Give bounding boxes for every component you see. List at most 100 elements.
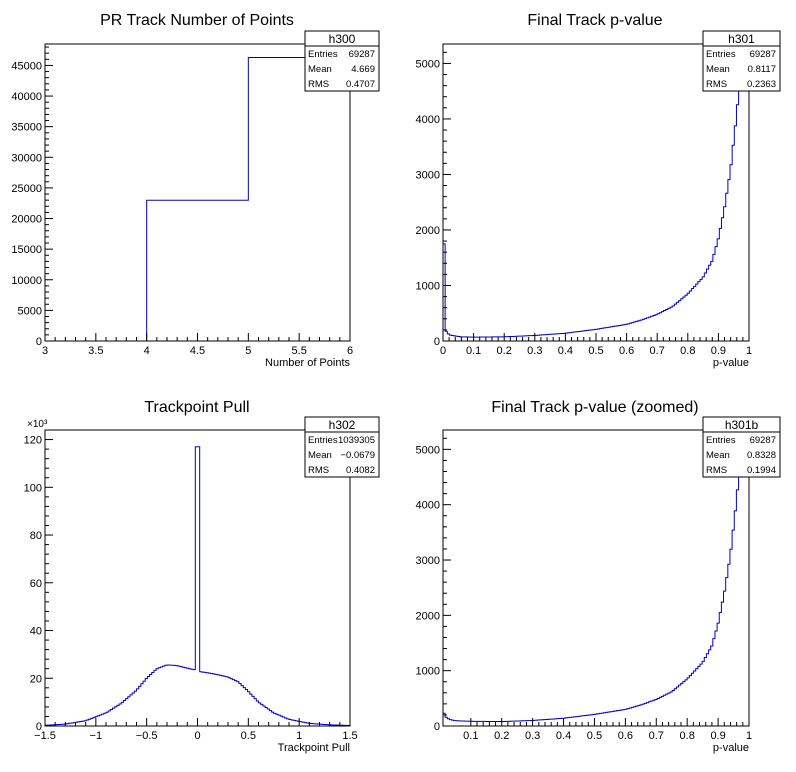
x-tick-label: 0.6 [618,730,633,742]
y-tick-label: 5000 [416,444,440,456]
x-tick-label: 3.5 [88,345,103,357]
x-tick-label: 0 [440,345,446,357]
y-tick-label: 20000 [11,214,42,226]
chart-title: Trackpoint Pull [144,399,249,416]
x-tick-label: 5.5 [292,345,307,357]
y-tick-label: 40 [30,626,42,638]
x-tick-label: 0.4 [556,730,571,742]
stats-label: RMS [308,465,329,476]
stats-label: Mean [706,64,730,75]
y-tick-label: 0 [36,721,42,733]
histogram-panel-1: PR Track Number of Points 3 3.5 4 4.5 5 5.5 6 0 5… [11,12,380,369]
stats-box: h302 Entries 1039305 Mean −0.0679 RMS 0.4082 [304,416,380,478]
x-tick-label: 1 [746,730,752,742]
y-axis-exponent: ×10³ [27,419,48,430]
x-tick-label: 1 [296,730,302,742]
x-tick-label: 0.3 [527,345,542,357]
stats-value: 0.8117 [748,64,776,75]
y-tick-label: 15000 [11,244,42,256]
y-tick-label: 0 [434,721,440,733]
x-tick-label: 5 [245,345,251,357]
y-tick-label: 3000 [416,169,440,181]
x-tick-label: 0 [194,730,200,742]
y-tick-label: 40000 [11,91,42,103]
x-tick-label: 0.4 [558,345,573,357]
x-axis-label: p-value [713,742,749,754]
y-tick-label: 3000 [416,555,440,567]
stats-title: h301b [725,418,759,432]
y-tick-label: 2000 [416,610,440,622]
y-tick-label: 25000 [11,183,42,195]
y-tick-label: 45000 [11,60,42,72]
stats-label: RMS [706,465,727,476]
x-tick-label: 4.5 [190,345,205,357]
stats-value: 1039305 [338,435,375,446]
histogram-panel-3: Trackpoint Pull −1.5 −1 −0.5 0 0.5 1 1.5 0 20 40 60… [24,399,380,754]
x-tick-label: 0.9 [710,730,725,742]
x-tick-label: 6 [347,345,353,357]
stats-label: RMS [308,79,329,90]
stats-value: 0.2363 [747,79,776,90]
x-tick-label: 0.7 [649,730,664,742]
stats-label: RMS [706,79,727,90]
histogram-series [442,441,743,726]
x-tick-label: 1.5 [342,730,357,742]
histogram-series [442,55,743,341]
stats-label: Entries [706,49,736,60]
y-tick-label: 20 [30,673,42,685]
histogram-panel-4: Final Track p-value (zoomed) 0.1 0.2 0.3 0.4… [416,399,781,754]
y-tick-label: 4000 [416,114,440,126]
y-tick-label: 1000 [416,280,440,292]
plot-frame [44,429,351,727]
y-tick-label: 35000 [11,122,42,134]
y-tick-label: 5000 [416,58,440,70]
plot-frame [442,429,750,727]
x-tick-label: 4 [144,345,150,357]
histogram-panel-2: Final Track p-value 0 0.1 0.2 0.3 0.4 0.5 0.6 0.… [416,12,781,369]
stats-label: Mean [706,450,730,461]
stats-value: 69287 [349,49,375,60]
stats-title: h300 [329,32,356,46]
chart-title: Final Track p-value (zoomed) [491,399,698,416]
x-tick-label: 0.2 [497,345,512,357]
x-axis-label: Trackpoint Pull [278,742,350,754]
y-tick-label: 80 [30,530,42,542]
x-tick-label: 0.5 [588,345,603,357]
stats-value: 0.4707 [346,79,375,90]
x-axis-label: p-value [713,357,749,369]
chart-title: PR Track Number of Points [100,12,294,29]
x-tick-label: 0.2 [494,730,509,742]
x-tick-label: 0.1 [466,345,481,357]
stats-label: Mean [308,450,332,461]
plot-frame [44,43,351,342]
x-tick-label: 0.7 [650,345,665,357]
histogram-series [44,446,350,726]
stats-value: −0.0679 [340,450,375,461]
x-tick-label: 0.8 [680,345,695,357]
stats-title: h301 [728,32,755,46]
x-tick-label: 0.8 [680,730,695,742]
y-tick-label: 60 [30,578,42,590]
stats-label: Entries [308,49,338,60]
stats-label: Entries [706,435,736,446]
stats-box: h301 Entries 69287 Mean 0.8117 RMS 0.2363 [702,30,781,92]
y-tick-label: 4000 [416,500,440,512]
y-tick-label: 10000 [11,275,42,287]
y-tick-label: 1000 [416,666,440,678]
x-tick-label: 3 [42,345,48,357]
x-tick-label: 0.6 [619,345,634,357]
stats-value: 69287 [750,49,776,60]
x-tick-label: 0.9 [711,345,726,357]
y-tick-label: 0 [36,336,42,348]
x-tick-label: 0.5 [241,730,256,742]
stats-value: 0.4082 [346,465,375,476]
x-tick-label: 0.3 [525,730,540,742]
stats-title: h302 [329,418,356,432]
x-tick-label: −1.5 [34,730,56,742]
y-tick-label: 100 [24,482,42,494]
x-tick-label: −1 [90,730,103,742]
y-tick-label: 120 [24,435,42,447]
histogram-series [146,56,350,341]
stats-value: 69287 [750,435,776,446]
